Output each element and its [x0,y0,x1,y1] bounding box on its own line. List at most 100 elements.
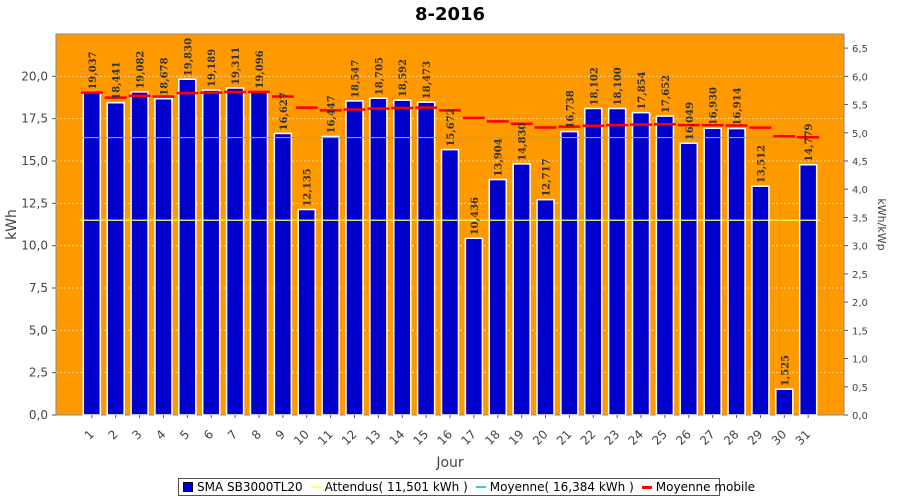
x-axis-label: Jour [435,455,464,471]
x-tick-label: 17 [458,427,479,448]
y-tick-label: 15,0 [21,154,48,168]
legend-swatch-attendus [310,486,321,488]
bar-value-label: 18,441 [112,61,123,99]
bar [440,148,460,416]
x-tick-label: 25 [649,427,670,448]
bar [273,132,293,416]
bar [345,100,364,416]
bar [679,142,699,416]
bar-value-label: 18,547 [350,60,361,98]
x-tick-label: 12 [339,427,360,448]
bar [416,101,436,416]
x-tick-label: 18 [482,427,503,448]
bar-value-label: 18,678 [159,57,170,95]
bar [464,237,484,416]
legend-swatch-moyenne [475,486,486,488]
bar-value-label: 12,717 [542,158,553,196]
legend-item-attendus: Attendus( 11,501 kWh ) [310,480,468,494]
y2-tick-label: 6,5 [852,44,868,55]
y2-tick-label: 1,5 [852,326,868,337]
x-tick-label: 7 [225,427,240,442]
bar [536,198,555,416]
bar-value-label: 18,705 [374,57,385,95]
bar [775,388,794,416]
bar-value-label: 1,525 [780,355,791,386]
x-tick-label: 20 [530,427,551,448]
legend-item-mobile: Moyenne mobile [641,480,755,494]
bar [154,97,173,416]
y-tick-label: 12,5 [21,196,48,210]
bar-value-label: 19,096 [255,50,266,88]
y2-tick-label: 5,5 [852,101,868,112]
x-tick-label: 26 [673,427,694,448]
y2-tick-label: 1,0 [852,355,868,366]
bar-value-label: 17,652 [661,75,672,113]
bar [798,163,818,416]
bar [369,97,388,416]
y-tick-label: 17,5 [21,112,48,126]
bar-value-label: 16,914 [733,87,744,125]
y-tick-label: 10,0 [21,239,48,253]
bar [655,115,675,416]
bar [178,78,197,416]
bar-value-label: 12,135 [303,168,314,206]
bar-value-label: 17,854 [637,71,648,109]
bar [512,163,531,416]
y2-tick-label: 3,5 [852,213,868,224]
chart-title: 8-2016 [414,4,486,25]
legend-swatch-mobile [641,485,652,489]
x-tick-label: 19 [506,427,527,448]
legend: SMA SB3000TL20 Attendus( 11,501 kWh ) Mo… [178,478,755,496]
x-tick-label: 15 [411,427,432,448]
bar-value-label: 18,102 [589,67,600,105]
bar-value-label: 16,447 [327,95,338,133]
x-tick-label: 2 [106,427,121,442]
bar [321,135,340,416]
legend-item-bar: SMA SB3000TL20 [183,480,303,494]
x-tick-label: 13 [363,427,384,448]
x-tick-label: 5 [177,427,192,442]
bar-value-label: 18,100 [613,67,624,105]
bar [584,107,603,416]
bar-value-label: 14,779 [804,123,815,161]
legend-label-moyenne: Moyenne( 16,384 kWh ) [489,480,634,494]
bar-value-label: 18,473 [422,61,433,99]
x-tick-label: 29 [745,427,766,448]
legend-item-moyenne: Moyenne( 16,384 kWh ) [475,480,634,494]
x-tick-label: 27 [697,427,718,448]
y-tick-label: 20,0 [21,69,48,83]
bar [392,99,412,416]
y-tick-label: 0,0 [29,408,48,422]
bar-value-label: 15,672 [446,108,457,146]
y-tick-label: 2,5 [29,366,48,380]
y2-tick-label: 4,5 [852,157,868,168]
bar-value-label: 13,904 [494,138,505,176]
y2-tick-label: 2,0 [852,298,868,309]
bar [607,107,627,416]
bar [82,91,102,416]
x-tick-label: 31 [793,427,814,448]
y-tick-label: 7,5 [29,281,48,295]
x-tick-label: 21 [554,427,575,448]
x-tick-label: 23 [602,427,623,448]
bar [488,178,508,416]
y2-tick-label: 2,5 [852,270,868,281]
x-tick-label: 11 [315,427,336,448]
legend-label-attendus: Attendus( 11,501 kWh ) [324,480,468,494]
x-tick-label: 28 [721,427,742,448]
y2-tick-label: 5,0 [852,129,868,140]
x-tick-label: 8 [249,427,264,442]
y-axis-label: kWh [4,209,20,240]
x-tick-label: 30 [769,427,790,448]
y2-tick-label: 6,0 [852,72,868,83]
bar [106,101,125,416]
y2-tick-label: 0,5 [852,383,868,394]
y2-tick-label: 3,0 [852,242,868,253]
bar-value-label: 10,436 [470,197,481,235]
bar-value-label: 16,930 [709,87,720,125]
bar-value-label: 19,311 [231,47,242,85]
bar-value-label: 13,512 [756,145,767,183]
x-tick-label: 3 [129,427,144,442]
bar [703,127,722,416]
bar-value-label: 16,738 [565,90,576,128]
